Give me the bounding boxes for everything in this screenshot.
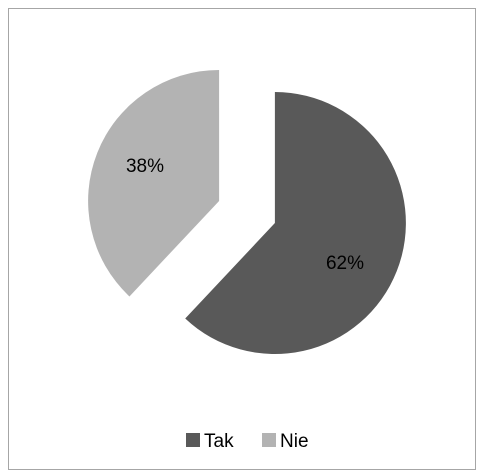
pie-slice-tak [185, 92, 406, 355]
legend-swatch-tak [186, 433, 200, 447]
legend-label-nie: Nie [280, 431, 309, 452]
legend-label-tak: Tak [204, 431, 234, 452]
data-label-tak: 62% [326, 253, 364, 274]
pie-slice-nie [88, 69, 220, 297]
legend-swatch-nie [262, 433, 276, 447]
data-label-nie: 38% [126, 156, 164, 177]
